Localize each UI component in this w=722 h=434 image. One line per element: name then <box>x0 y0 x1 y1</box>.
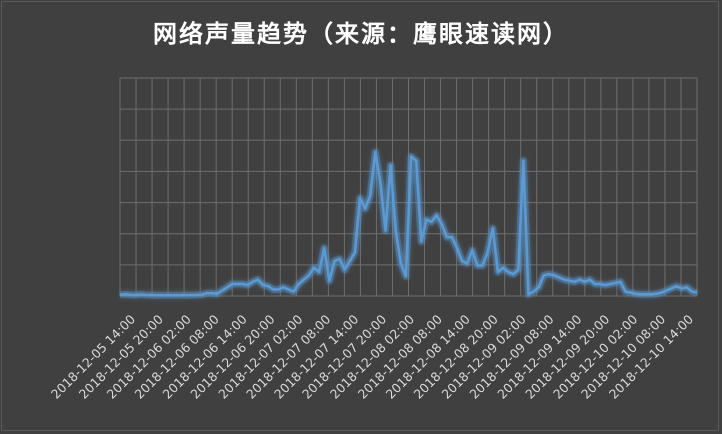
chart-title: 网络声量趋势（来源：鹰眼速读网） <box>153 20 569 48</box>
series-line <box>119 150 698 297</box>
